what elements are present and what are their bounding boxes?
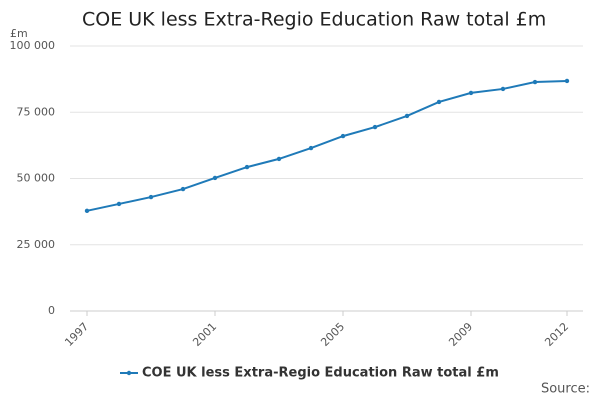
data-point <box>148 194 154 200</box>
data-point <box>212 175 218 181</box>
x-tick-label: 2009 <box>446 320 475 349</box>
data-point <box>564 78 570 84</box>
data-point <box>340 133 346 139</box>
data-point <box>276 156 282 162</box>
data-point <box>84 208 90 214</box>
data-line <box>86 79 568 212</box>
legend-label: COE UK less Extra-Regio Education Raw to… <box>142 366 499 381</box>
source: Source: <box>541 382 590 397</box>
y-tick-label: 50 000 <box>17 172 56 185</box>
chart-title: COE UK less Extra-Regio Education Raw to… <box>82 9 546 31</box>
data-point <box>308 145 314 151</box>
legend-marker <box>126 370 132 376</box>
x-tick-label: 2012 <box>542 320 571 349</box>
y-tick-label: 100 000 <box>10 39 56 52</box>
data-point <box>532 79 538 85</box>
data-point <box>180 186 186 192</box>
x-tick-label: 2001 <box>190 320 219 349</box>
y-tick-label: 25 000 <box>17 238 56 251</box>
x-tick-label: 2005 <box>318 320 347 349</box>
y-axis-label: £m <box>10 27 28 40</box>
data-point <box>372 124 378 130</box>
y-tick-label: 75 000 <box>17 105 56 118</box>
data-point <box>244 164 250 170</box>
data-point <box>436 99 442 105</box>
data-point <box>500 86 506 92</box>
data-point <box>468 90 474 96</box>
y-tick-label: 0 <box>48 304 55 317</box>
data-point <box>404 113 410 119</box>
x-tick-label: 1997 <box>62 320 91 349</box>
data-point <box>116 201 122 207</box>
